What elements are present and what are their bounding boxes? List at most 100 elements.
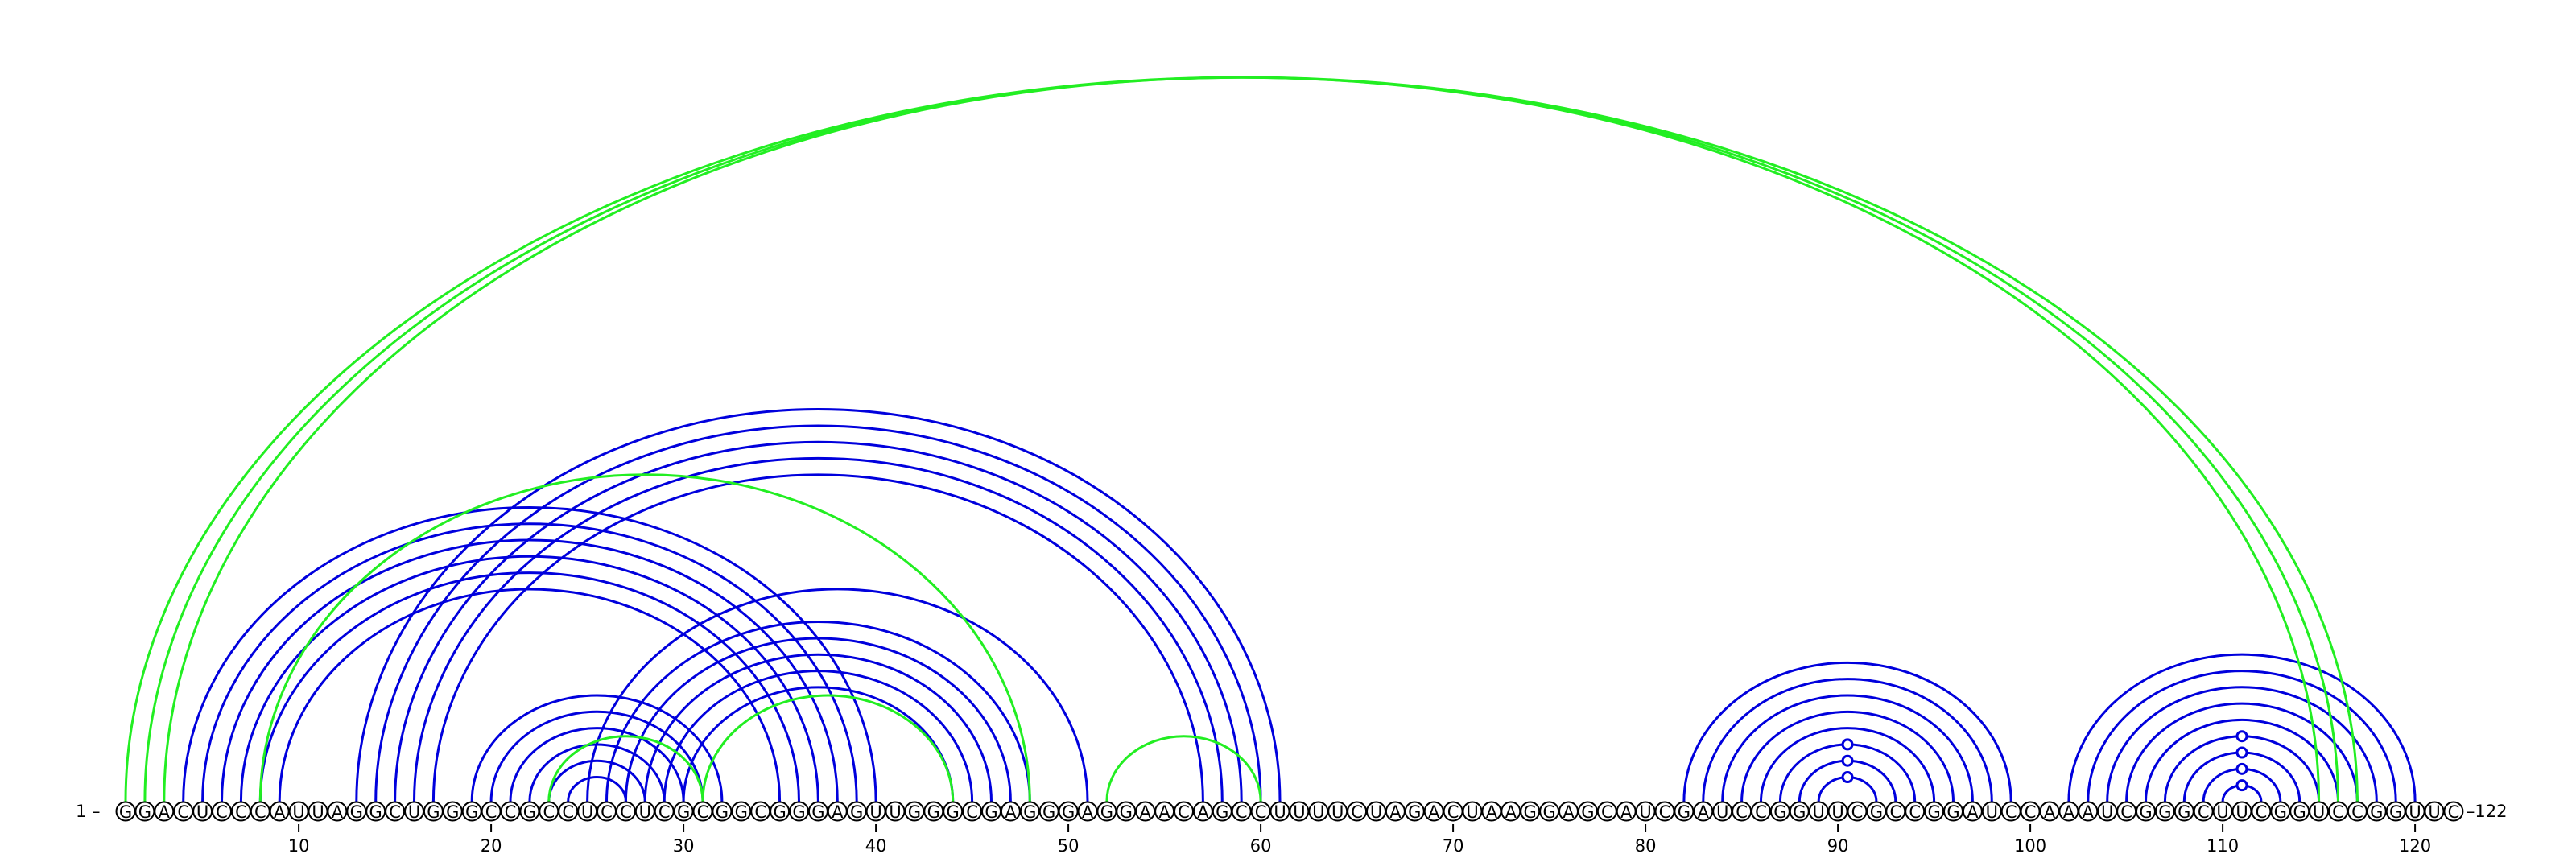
nucleotide-letter: G [350,802,363,822]
nucleotide-letter: A [274,802,286,822]
nucleotide: U [2405,801,2425,822]
nucleotide: G [1577,801,1598,822]
nucleotide-letter: A [1698,802,1710,822]
nucleotide-letter: C [216,802,228,822]
nucleotide: C [173,801,194,822]
nucleotide-letter: U [889,802,901,822]
nucleotide: C [212,801,232,822]
nucleotide: C [2443,801,2464,822]
nucleotide-letter: G [1793,802,1806,822]
nucleotide: C [1231,801,1252,822]
blue-pair-arc [201,522,858,802]
blue-pair-arc [355,408,1282,802]
nucleotide-letter: U [2216,802,2228,822]
nucleotide-letter: C [2256,802,2268,822]
nucleotide-letter: U [2101,802,2113,822]
nucleotide-letter: G [138,802,151,822]
nucleotide: A [327,801,348,822]
nucleotide: U [1289,801,1310,822]
nucleotide-letter: G [1870,802,1883,822]
nucleotide-letter: U [1466,802,1478,822]
nucleotide-letter: A [1563,802,1575,822]
nucleotide-letter: G [850,802,863,822]
green-pair-arc [258,473,1031,802]
nucleotide: C [481,801,502,822]
nucleotide-letter: A [1620,802,1633,822]
nucleotide: C [230,801,251,822]
nucleotide: U [308,801,328,822]
nucleotide-letter: C [2351,802,2363,822]
nucleotide: C [500,801,521,822]
nucleotide: G [1866,801,1887,822]
nucleotide: C [1596,801,1617,822]
position-axis: 10 20 30 40 50 60 70 80 90 100 110 120 [288,824,2431,856]
axis-tick-label: 90 [1827,836,1849,856]
nucleotide-letter: G [427,802,440,822]
nucleotide-letter: A [2063,802,2075,822]
nucleotide: C [692,801,713,822]
nucleotide-letter: G [1100,802,1113,822]
nucleotide-letter: C [389,802,401,822]
nucleotide: G [1212,801,1232,822]
nucleotide: U [1808,801,1829,822]
nucleotide-letter: G [985,802,997,822]
nucleotide-letter: G [1524,802,1537,822]
nucleotide-letter: U [1274,802,1286,822]
nucleotide-letter: A [1389,802,1402,822]
nucleotide: G [115,801,136,822]
nucleotide: G [2366,801,2387,822]
arc-apex-marker [1841,771,1854,784]
nucleotide-letter: U [292,802,304,822]
nucleotide: C [2328,801,2348,822]
nucleotide: G [461,801,482,822]
blue-pair-arc [2106,686,2378,802]
nucleotide-letter: C [1909,802,1921,822]
nucleotide-letter: U [2313,802,2325,822]
nucleotide: C [2020,801,2041,822]
arc-apex-marker [2235,746,2248,759]
nucleotide-letter: G [2389,802,2402,822]
nucleotide: G [2289,801,2310,822]
nucleotide-letter: U [1639,802,1651,822]
nucleotide: U [1635,801,1656,822]
nucleotide: C [539,801,559,822]
nucleotide: C [2251,801,2272,822]
nucleotide-letter: C [1178,802,1190,822]
blue-pair-arc [1760,727,1936,802]
nucleotide-letter: C [2332,802,2344,822]
nucleotide-letter: C [485,802,497,822]
nucleotide: A [1192,801,1213,822]
nucleotide-letter: G [1542,802,1555,822]
nucleotide-letter: G [369,802,382,822]
nucleotide-letter: G [1216,802,1228,822]
nucleotide: A [1558,801,1579,822]
nucleotide: C [1443,801,1463,822]
axis-tick-label: 20 [481,836,502,856]
nucleotide-letter: C [1351,802,1363,822]
blue-pair-arc [2182,751,2301,802]
nucleotide: U [288,801,309,822]
nucleotide: A [1385,801,1406,822]
nucleotide-letter: U [581,802,593,822]
nucleotide-letter: G [523,802,536,822]
nucleotide-letter: C [1601,802,1613,822]
nucleotide: U [2309,801,2330,822]
nucleotide-letter: U [1831,802,1843,822]
blue-pair-arc [489,710,704,802]
nucleotide-letter: A [832,802,844,822]
nucleotide-letter: C [1255,802,1267,822]
nucleotide: G [981,801,1001,822]
nucleotide-letter: G [1062,802,1075,822]
nucleotide: C [1250,801,1271,822]
axis-tick-label: 10 [288,836,310,856]
nucleotide: G [923,801,944,822]
nucleotide-letter: G [908,802,921,822]
nucleotide: G [519,801,540,822]
nucleotide: A [2078,801,2099,822]
nucleotide-letter: C [543,802,555,822]
nucleotide: G [2385,801,2406,822]
nucleotide-letter: U [1293,802,1305,822]
nucleotide: G [789,801,809,822]
nucleotide: C [1174,801,1194,822]
nucleotide-letter: U [1986,802,1998,822]
